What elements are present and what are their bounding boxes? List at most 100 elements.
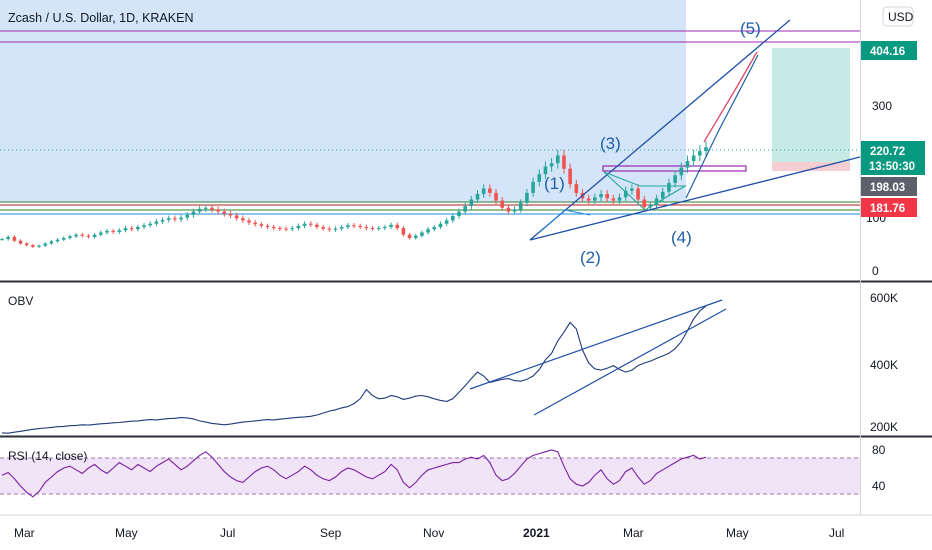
price-candle [148,223,153,226]
blue-zone [0,0,686,202]
obv-axis[interactable]: 600K 400K 200K [870,291,898,434]
price-candle [364,227,369,229]
price-candle [247,220,251,223]
price-candle [432,227,437,230]
x-tick-nov-2020: Nov [423,526,444,540]
x-tick-2021: 2021 [523,526,550,540]
price-axis[interactable]: USD 300 100 0 404.16 220.72 13:50:30 198… [861,6,925,278]
currency-label: USD [888,10,914,24]
price-candle [117,230,122,232]
price-candle [568,168,572,185]
rsi-pane[interactable]: RSI (14, close) [0,438,860,514]
price-candle [518,202,523,210]
wave-label-4: (4) [671,228,692,247]
price-candle [222,211,227,214]
rsi-tick-40: 40 [872,479,886,493]
price-candle [0,239,4,241]
price-candle [92,234,97,237]
price-candle [136,227,140,230]
price-candle [407,234,412,238]
price-label-404: 404.16 [861,41,917,60]
triangle-pattern [603,171,687,211]
price-candle [623,190,628,198]
x-tick-sep-2020: Sep [320,526,342,540]
price-candle [234,215,239,219]
price-candle [463,206,467,212]
wave-label-1: (1) [544,174,565,193]
price-candle [698,151,702,156]
obv-tick-400k: 400K [870,358,898,372]
chart-title: Zcash / U.S. Dollar, 1D, KRAKEN [8,11,193,25]
price-candle [55,239,60,242]
price-candle [179,217,183,220]
price-candle [376,228,381,230]
price-candle [142,225,146,227]
channel-lower-line [529,156,861,241]
price-tick-0: 0 [872,264,879,278]
x-tick-may-2020: May [115,526,138,540]
price-candle [271,227,276,229]
price-candle [586,198,591,201]
price-candle [574,184,579,193]
price-candle [315,224,319,227]
price-candle [216,209,220,212]
price-candle [562,155,566,169]
price-candle [413,235,418,238]
price-candle [241,218,245,221]
price-candle [679,167,684,176]
price-candle [704,147,708,152]
obv-pane-bg [0,283,860,435]
price-candle [685,161,690,168]
price-candle [438,223,443,227]
obv-tick-600k: 600K [870,291,898,305]
price-candle [475,194,480,200]
rsi-axis[interactable]: 80 40 [872,443,886,493]
price-candle [99,232,103,235]
price-candle [691,155,696,161]
price-candle [24,243,29,246]
price-candle [284,228,288,230]
price-label-181: 181.76 [861,198,917,217]
obv-tick-200k: 200K [870,420,898,434]
red-projection-line [703,51,758,143]
svg-text:220.72: 220.72 [870,146,905,158]
price-candle [185,214,190,218]
price-candle [259,224,264,226]
price-candle [61,238,66,240]
wave1-arrow [539,209,591,233]
price-candle [630,188,634,191]
obv-label: OBV [8,294,33,308]
price-candle [31,245,35,247]
price-candle [105,230,109,233]
price-candle [160,219,165,222]
price-candle [49,241,54,244]
price-candle [6,236,10,240]
price-candle [555,155,560,164]
price-candle [457,211,461,216]
price-candle [253,222,257,225]
price-pane[interactable]: (1) (2) (3) (4) (5) Zcash / U.S. Dollar,… [0,0,861,280]
price-candle [420,232,424,236]
price-tick-300: 300 [872,99,892,113]
price-candle [531,181,535,193]
price-candle [12,236,17,241]
price-candle [74,234,78,237]
price-candle [611,198,616,201]
price-candle [395,224,400,229]
price-candle [401,228,406,235]
price-candle [370,228,375,230]
time-axis[interactable]: Mar May Jul Sep Nov 2021 Mar May Jul [14,526,844,540]
price-candle [86,235,91,237]
rsi-line [1,449,707,498]
svg-text:404.16: 404.16 [870,46,905,58]
currency-button[interactable] [882,6,914,27]
rsi-band [0,458,860,494]
price-candle [346,225,350,227]
price-candle [426,229,430,233]
obv-pane[interactable]: OBV [0,283,860,435]
price-candle [173,218,177,220]
price-candle [358,225,362,227]
x-tick-mar-2021: Mar [623,526,644,540]
x-tick-may-2021: May [726,526,749,540]
price-candle [673,175,677,183]
